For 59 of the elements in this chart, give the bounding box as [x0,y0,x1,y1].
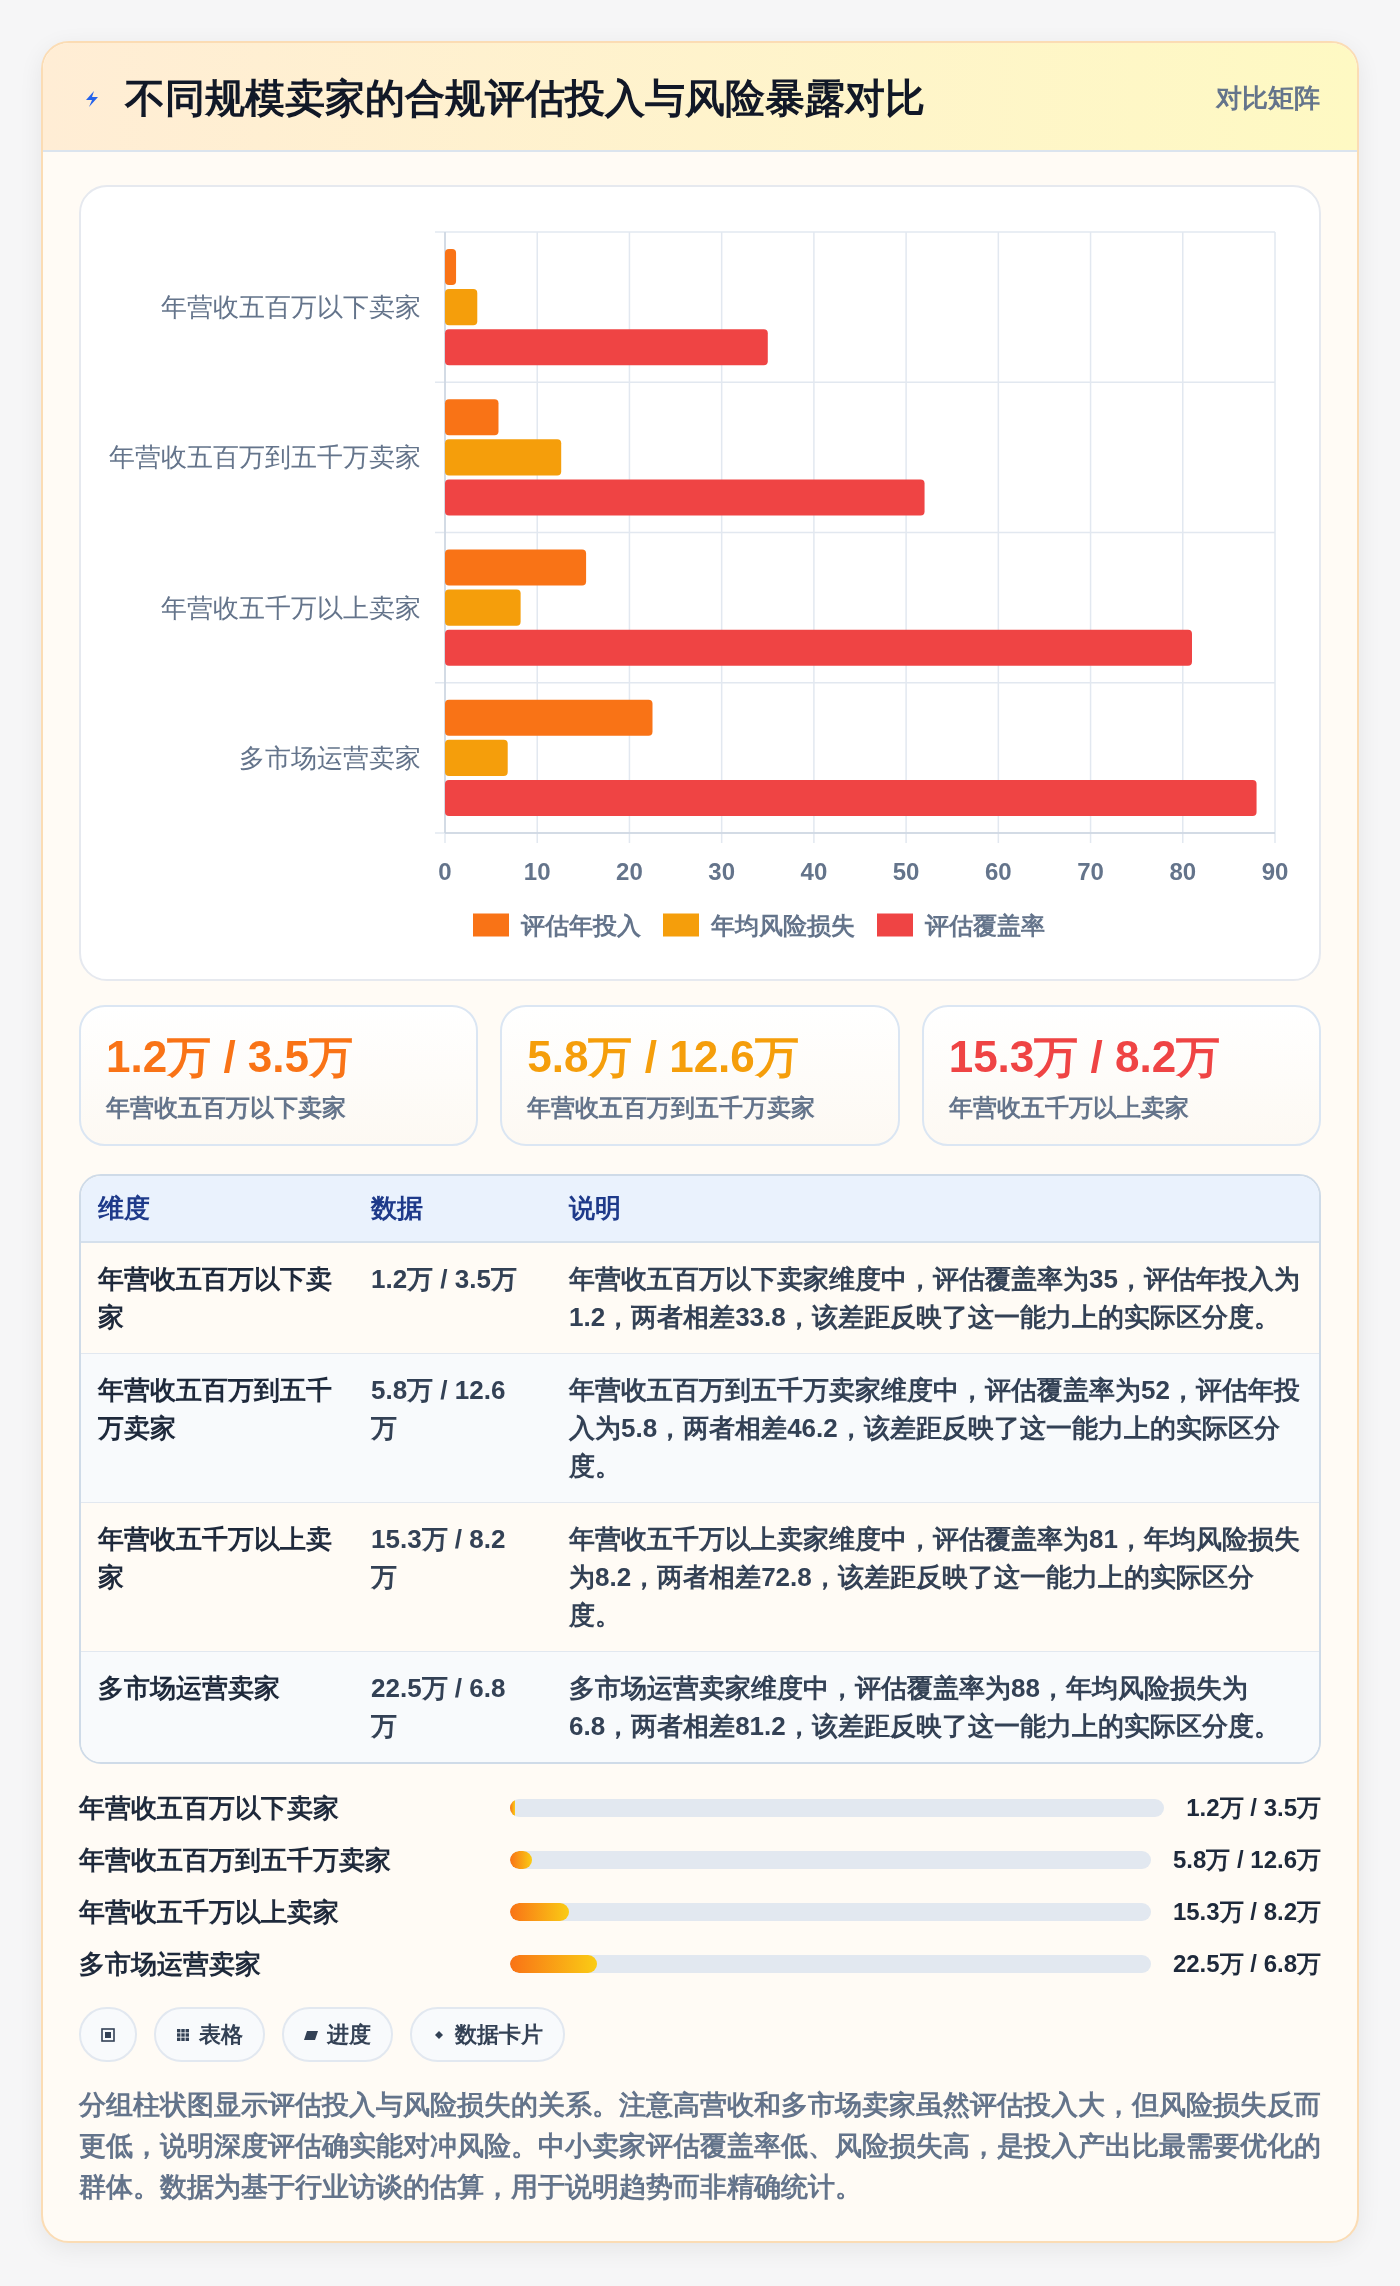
chart-subtitle: 对比矩阵 [1216,82,1320,115]
category-label: 年营收五百万到五千万卖家 [527,1093,816,1123]
text: 15.3万 / 8.2万 [371,1524,506,1592]
y-tick-label: 年营收五千万以上卖家 [161,592,421,623]
bar [445,479,925,516]
category-label: 表格 [199,2020,243,2049]
category-label: 数据 [354,1176,552,1242]
text: 5.8万 / 12.6万 [371,1375,506,1443]
bar [445,699,653,736]
bar [445,289,478,326]
legend-label: 评估年投入 [520,911,642,939]
data-label: 5.8万 / 12.6万 [1172,1845,1321,1875]
text: 5.8万 / 12.6万 [527,1032,799,1081]
y-tick-label: 多市场运营卖家 [239,742,421,773]
x-tick-label: 60 [984,857,1012,885]
bar [445,629,1192,666]
bar [445,249,457,286]
y-tick-label: 年营收五百万到五千万卖家 [109,442,421,473]
bar [445,329,768,366]
text: 年营收五千万以上卖家维度中，评估覆盖率为81，年均风险损失为8.2，两者相差72.8，该差距反映了这一能力上的实际区分度。 [569,1524,1300,1630]
x-tick-label: 90 [1261,857,1289,885]
x-tick-label: 10 [523,857,551,885]
text: 年营收五百万以下卖家维度中，评估覆盖率为35，评估年投入为1.2，两者相差33.8，该差距反映了这一能力上的实际区分度。 [569,1264,1300,1332]
bar [445,439,562,476]
x-tick-label: 0 [438,857,452,885]
text: 15.3万 / 8.2万 [948,1032,1221,1081]
category-label: 进度 [327,2020,371,2049]
x-tick-label: 30 [708,857,736,885]
category-label: 年营收五千万以上卖家 [948,1093,1189,1123]
y-tick-label: 年营收五百万以下卖家 [161,292,421,323]
x-tick-label: 20 [616,857,643,885]
chart-title: 不同规模卖家的合规评估投入与风险暴露对比 [125,75,925,122]
legend-label: 评估覆盖率 [924,911,1045,939]
data-label: 1.2万 / 3.5万 [1186,1793,1321,1823]
category-label: 说明 [552,1176,1319,1242]
y-tick-label: 多市场运营卖家 [79,1947,262,1981]
x-tick-label: 70 [1077,857,1104,885]
text: 1.2万 / 3.5万 [371,1264,517,1294]
y-tick-label: 年营收五百万以下卖家 [79,1791,340,1825]
text: 分组柱状图显示评估投入与风险损失的关系。注意高营收和多市场卖家虽然评估投入大，但风险损失反而更低，说明深度评估确实能对冲风险。中小卖家评估覆盖率低、风险损失高，是投入产出比最需要优化的群体。数据为基于行业访谈的估算，用于说明趋势而非精确统计。 [79,2089,1321,2204]
x-tick-label: 50 [892,857,920,885]
y-tick-label: 年营收五千万以上卖家 [79,1895,340,1929]
x-tick-label: 80 [1169,857,1197,885]
text: 22.5万 / 6.8万 [371,1673,506,1741]
text: 多市场运营卖家维度中，评估覆盖率为88，年均风险损失为6.8，两者相差81.2，该差距反映了这一能力上的实际区分度。 [569,1673,1280,1741]
x-tick-label: 40 [800,857,828,885]
bar [445,739,508,776]
bar [445,779,1257,816]
bar [445,399,499,436]
y-tick-label: 年营收五百万到五千万卖家 [79,1843,392,1877]
category-label: 数据卡片 [455,2020,543,2049]
data-label: 15.3万 / 8.2万 [1172,1897,1321,1927]
bar [445,549,587,586]
legend-label: 年均风险损失 [710,911,855,939]
text: 年营收五百万到五千万卖家维度中，评估覆盖率为52，评估年投入为5.8，两者相差46.2，该差距反映了这一能力上的实际区分度。 [569,1375,1300,1481]
bar [445,589,521,626]
category-label: 维度 [81,1176,354,1242]
data-label: 22.5万 / 6.8万 [1172,1949,1321,1979]
text: 1.2万 / 3.5万 [106,1032,354,1081]
